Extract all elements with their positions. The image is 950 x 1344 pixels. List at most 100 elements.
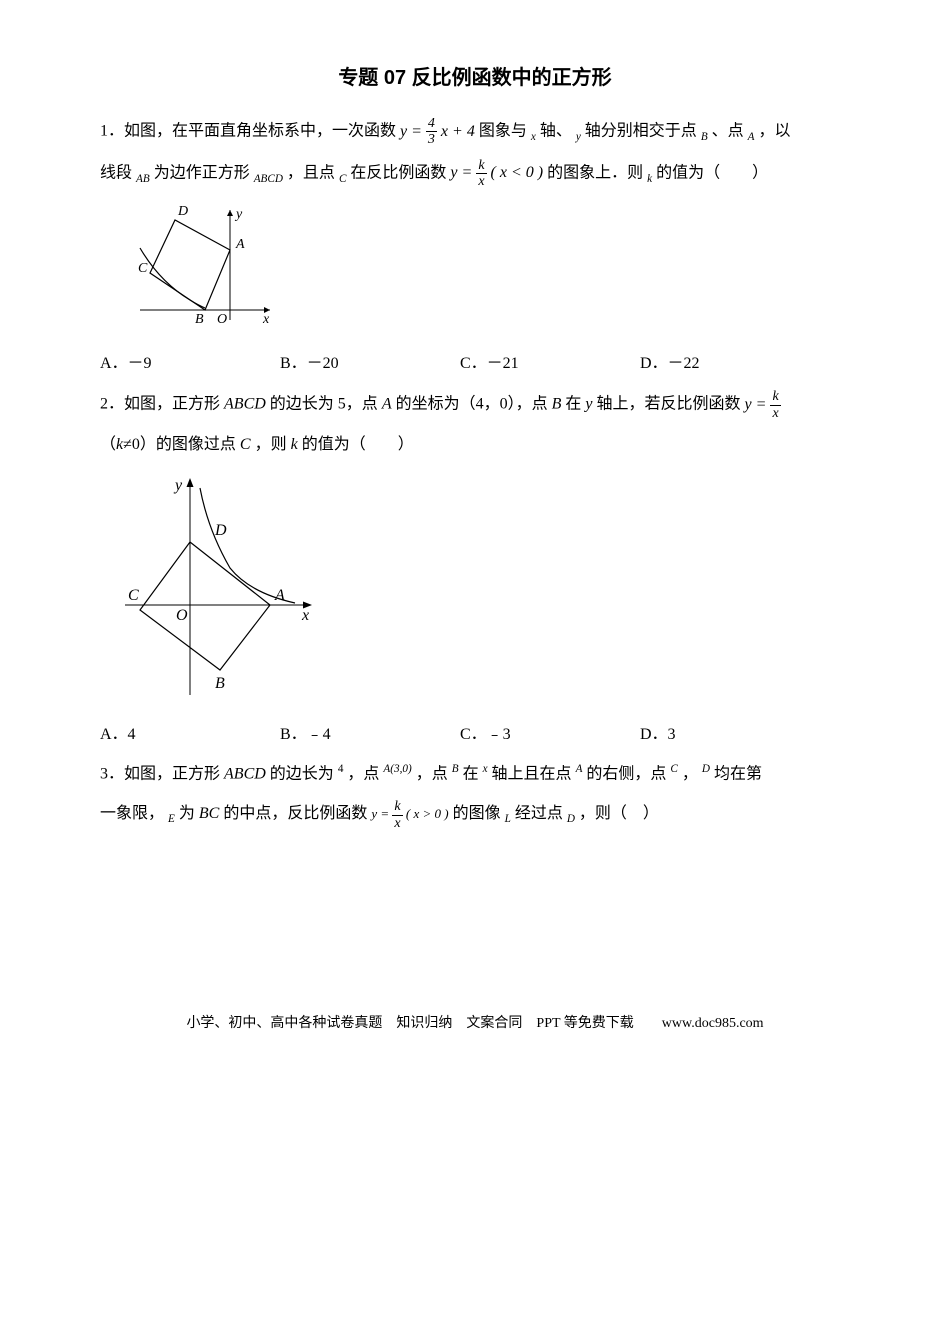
page-footer: 小学、初中、高中各种试卷真题 知识归纳 文案合同 PPT 等免费下载 www.d…	[100, 1011, 850, 1036]
q1-optC: C．－21	[460, 350, 640, 379]
ABCD-sub: ABCD	[254, 173, 283, 185]
problem-2: 2．如图，正方形 ABCD 的边长为 5，点 A 的坐标为（4，0），点 B 在…	[100, 389, 850, 421]
fig2-C: C	[128, 587, 139, 604]
fig1-y: y	[234, 207, 243, 222]
q1-optD: D．－22	[640, 350, 820, 379]
fig1-B: B	[195, 312, 204, 327]
y-sub: y	[576, 131, 581, 143]
fig2-D: D	[214, 522, 227, 539]
q1-i: ，且点	[287, 164, 335, 181]
q3-f: 轴上且在点	[492, 766, 572, 783]
q1-options: A．－9 B．－20 C．－21 D．－22	[100, 350, 850, 379]
q2-c: 的坐标为（4，0），点	[396, 396, 552, 413]
q3-g: 的右侧，点	[586, 766, 666, 783]
q3-eq: y = kx ( x > 0 )	[371, 806, 448, 821]
C-sub: C	[339, 173, 346, 185]
fig1-x: x	[262, 312, 270, 327]
q1-eq1: y = 43 x + 4	[400, 123, 475, 140]
q3-E: E	[168, 814, 175, 826]
q3-j: 一象限，	[100, 805, 164, 822]
q3-x: x	[483, 763, 488, 775]
q3-L: L	[505, 814, 511, 826]
fig2-O: O	[176, 607, 188, 624]
q3-C: C	[670, 763, 677, 775]
q3-l: 的中点，反比例函数	[223, 805, 367, 822]
q3-m: 的图像	[453, 805, 501, 822]
B-sub: B	[701, 131, 708, 143]
q2-C: C	[240, 436, 251, 453]
q3-a: 3．如图，正方形	[100, 766, 224, 783]
fig2-B: B	[215, 675, 225, 692]
figure-1: D A C B O x y	[120, 200, 850, 341]
q2-f: （	[100, 436, 116, 453]
q1-b: 图象与	[479, 123, 527, 140]
q3-B: B	[452, 763, 459, 775]
problem-1-cont: 线段 AB 为边作正方形 ABCD ，且点 C 在反比例函数 y = kx ( …	[100, 158, 850, 190]
q2-ABCD: ABCD	[224, 396, 266, 413]
x-sub: x	[531, 131, 536, 143]
q2-optC: C．﹣3	[460, 721, 640, 750]
figure-2: y x O D A C B	[120, 470, 850, 711]
q3-D: D	[702, 763, 710, 775]
q2-optB: B．﹣4	[280, 721, 460, 750]
q3-4: 4	[338, 763, 344, 775]
fig2-A: A	[274, 587, 285, 604]
k-sub: k	[647, 173, 652, 185]
q1-e: 、点	[712, 123, 744, 140]
problem-2-cont: （k≠0）的图像过点 C ，则 k 的值为（ ）	[100, 431, 850, 460]
q2-optA: A．4	[100, 721, 280, 750]
q3-BC: BC	[199, 805, 219, 822]
q3-e: 在	[463, 766, 479, 783]
q1-optB: B．－20	[280, 350, 460, 379]
q2-e: 轴上，若反比例函数	[597, 396, 745, 413]
q1-d: 轴分别相交于点	[585, 123, 697, 140]
q2-k2: k	[291, 436, 298, 453]
q2-d: 在	[565, 396, 585, 413]
q3-k: 为	[179, 805, 195, 822]
q3-i: 均在第	[714, 766, 762, 783]
q2-b: 的边长为 5，点	[270, 396, 382, 413]
q2-y: y	[585, 396, 592, 413]
q2-eq: y = kx	[745, 396, 781, 413]
q3-c: ，点	[347, 766, 379, 783]
fig1-D: D	[177, 204, 188, 219]
problem-1: 1．如图，在平面直角坐标系中，一次函数 y = 43 x + 4 图象与 x 轴…	[100, 116, 850, 148]
q3-A30: A(3,0)	[383, 763, 411, 775]
q3-d: ，点	[416, 766, 448, 783]
q1-f: ，以	[759, 123, 791, 140]
q3-A: A	[576, 763, 583, 775]
q1-l: 的值为（ ）	[656, 164, 768, 181]
q2-A: A	[382, 396, 392, 413]
q2-i: 的值为（ ）	[302, 436, 414, 453]
q3-D2: D	[567, 814, 575, 826]
q1-g: 线段	[100, 164, 132, 181]
q1-k: 的图象上．则	[547, 164, 643, 181]
q1-h: 为边作正方形	[154, 164, 250, 181]
A-sub: A	[748, 131, 755, 143]
fig1-A: A	[235, 237, 245, 252]
problem-3-cont: 一象限， E 为 BC 的中点，反比例函数 y = kx ( x > 0 ) 的…	[100, 799, 850, 831]
q2-B: B	[552, 396, 562, 413]
fig1-C: C	[138, 261, 148, 276]
q3-ABCD: ABCD	[224, 766, 266, 783]
fig2-x: x	[301, 607, 309, 624]
q1-optA: A．－9	[100, 350, 280, 379]
q2-h: ，则	[255, 436, 291, 453]
q1-j: 在反比例函数	[350, 164, 446, 181]
fig2-y: y	[173, 477, 183, 494]
q3-n: 经过点	[515, 805, 563, 822]
q3-b: 的边长为	[270, 766, 334, 783]
fig1-O: O	[217, 312, 227, 327]
q2-g: ≠0）的图像过点	[123, 436, 240, 453]
q2-optD: D．3	[640, 721, 820, 750]
q3-o: ，则（ ）	[579, 805, 659, 822]
AB-sub: AB	[136, 173, 150, 185]
q1-c: 轴、	[540, 123, 572, 140]
q2-options: A．4 B．﹣4 C．﹣3 D．3	[100, 721, 850, 750]
q2-a: 2．如图，正方形	[100, 396, 224, 413]
q3-h: ，	[682, 766, 698, 783]
q1-eq2: y = kx ( x < 0 )	[450, 164, 543, 181]
q1-a: 1．如图，在平面直角坐标系中，一次函数	[100, 123, 396, 140]
problem-3: 3．如图，正方形 ABCD 的边长为 4 ，点 A(3,0) ，点 B 在 x …	[100, 759, 850, 789]
page-title: 专题 07 反比例函数中的正方形	[100, 60, 850, 96]
